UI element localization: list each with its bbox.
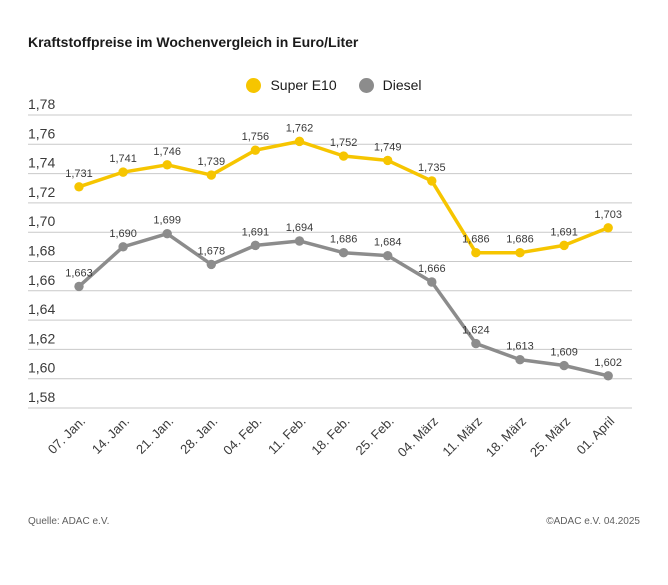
data-point-super-e10 — [427, 176, 437, 186]
data-point-diesel — [294, 236, 305, 246]
data-point-label-diesel: 1,684 — [374, 237, 402, 249]
data-point-diesel — [118, 242, 128, 252]
data-point-label-diesel: 1,690 — [109, 228, 137, 240]
data-point-super-e10 — [603, 223, 613, 233]
x-tick-label: 25. Feb. — [352, 414, 396, 458]
y-tick-label: 1,58 — [28, 389, 55, 405]
data-point-super-e10 — [250, 145, 261, 155]
source-note: Quelle: ADAC e.V. — [28, 516, 110, 527]
data-point-label-diesel: 1,624 — [462, 325, 490, 337]
y-tick-label: 1,74 — [28, 155, 55, 171]
x-tick-label: 21. Jan. — [133, 414, 176, 457]
line-chart: 1,78 1,76 1,74 1,72 1,70 1,68 1,66 1,64 1,62 1,60… — [28, 96, 632, 460]
data-point-super-e10 — [206, 170, 216, 180]
data-point-label-super-e10: 1,686 — [506, 234, 534, 246]
x-tick-label: 11. März — [439, 414, 485, 460]
data-point-label-diesel: 1,663 — [65, 267, 93, 279]
data-point-diesel — [383, 250, 393, 261]
x-tick-label: 25. März — [527, 414, 573, 460]
data-point-diesel — [338, 248, 349, 258]
data-point-label-diesel: 1,694 — [286, 222, 314, 234]
data-point-diesel — [559, 360, 569, 371]
data-point-label-diesel: 1,691 — [242, 226, 270, 238]
diesel-dot-icon — [358, 77, 374, 93]
chart-title: Kraftstoffpreise im Wochenvergleich in E… — [28, 34, 359, 50]
data-point-super-e10 — [471, 248, 481, 258]
legend-item-diesel: Diesel — [358, 77, 422, 93]
data-point-label-super-e10: 1,752 — [330, 137, 358, 149]
copyright-note: ©ADAC e.V. 04.2025 — [546, 516, 640, 527]
legend-label-diesel: Diesel — [382, 77, 422, 93]
data-point-diesel — [206, 259, 216, 270]
legend-label-super-e10: Super E10 — [270, 77, 337, 93]
data-point-label-diesel: 1,686 — [330, 234, 358, 246]
x-tick-label: 14. Jan. — [89, 414, 132, 457]
y-tick-label: 1,62 — [28, 330, 55, 346]
data-point-diesel — [603, 371, 613, 381]
data-point-label-diesel: 1,678 — [198, 245, 226, 257]
data-point-label-diesel: 1,699 — [153, 215, 181, 227]
data-point-label-super-e10: 1,762 — [286, 122, 314, 134]
x-tick-label: 18. März — [483, 414, 529, 460]
x-tick-label: 18. Feb. — [308, 414, 352, 458]
x-tick-label: 07. Jan. — [45, 414, 88, 457]
y-tick-label: 1,78 — [28, 96, 55, 112]
chart-footer: Quelle: ADAC e.V. ©ADAC e.V. 04.2025 — [28, 516, 640, 527]
y-tick-label: 1,70 — [28, 213, 55, 229]
x-tick-label: 11. Feb. — [265, 414, 309, 458]
x-tick-label: 01. April — [573, 413, 617, 457]
data-point-diesel — [515, 354, 525, 365]
data-point-label-super-e10: 1,756 — [242, 131, 270, 143]
data-point-super-e10 — [294, 136, 305, 147]
data-point-diesel — [250, 240, 261, 251]
data-point-label-super-e10: 1,749 — [374, 141, 402, 153]
data-point-label-diesel: 1,666 — [418, 263, 446, 275]
chart-legend: Super E10 Diesel — [0, 77, 668, 93]
data-point-label-diesel: 1,609 — [550, 347, 578, 359]
data-point-label-super-e10: 1,746 — [153, 146, 181, 158]
y-tick-label: 1,60 — [28, 360, 55, 376]
data-point-label-super-e10: 1,739 — [198, 156, 226, 168]
data-point-super-e10 — [338, 151, 349, 161]
y-tick-label: 1,76 — [28, 125, 55, 141]
data-point-diesel — [471, 338, 481, 349]
x-tick-label: 04. März — [395, 414, 441, 460]
data-point-super-e10 — [74, 182, 84, 192]
data-point-super-e10 — [515, 248, 525, 258]
data-point-label-super-e10: 1,703 — [594, 209, 622, 221]
data-point-label-super-e10: 1,686 — [462, 234, 490, 246]
y-tick-label: 1,66 — [28, 272, 55, 288]
data-point-label-super-e10: 1,691 — [550, 226, 578, 238]
x-tick-label: 28. Jan. — [177, 414, 220, 457]
data-point-super-e10 — [118, 167, 128, 177]
data-point-diesel — [427, 277, 437, 287]
data-point-label-super-e10: 1,735 — [418, 162, 446, 174]
x-tick-label: 04. Feb. — [220, 414, 264, 458]
data-point-diesel — [74, 281, 84, 292]
data-point-super-e10 — [383, 155, 393, 166]
data-point-super-e10 — [559, 240, 569, 251]
data-point-label-diesel: 1,602 — [594, 357, 622, 369]
super-e10-dot-icon — [246, 77, 262, 93]
data-point-super-e10 — [162, 160, 172, 170]
y-tick-label: 1,72 — [28, 184, 55, 200]
data-point-label-diesel: 1,613 — [506, 341, 534, 353]
data-point-label-super-e10: 1,741 — [109, 153, 137, 165]
y-tick-label: 1,64 — [28, 301, 55, 317]
legend-item-super-e10: Super E10 — [246, 77, 337, 93]
data-point-label-super-e10: 1,731 — [65, 168, 93, 180]
y-tick-label: 1,68 — [28, 243, 55, 259]
data-point-diesel — [162, 228, 172, 239]
